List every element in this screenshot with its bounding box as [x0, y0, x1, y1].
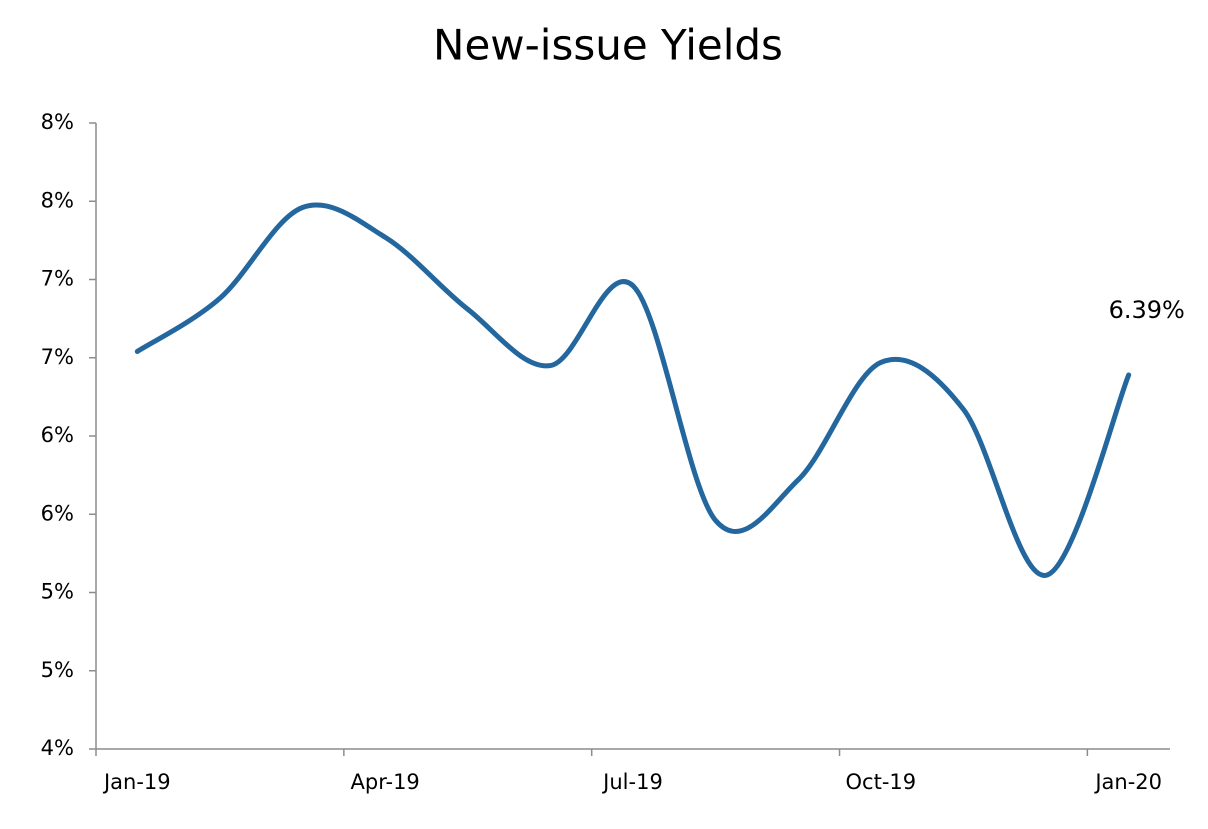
x-tick-label: Oct-19	[846, 770, 917, 794]
data-label: 6.39%	[1109, 296, 1185, 324]
chart-title: New-issue Yields	[433, 21, 783, 70]
x-tick-label: Jul-19	[601, 770, 663, 794]
x-tick-label: Jan-20	[1093, 770, 1162, 794]
x-tick-label: Apr-19	[351, 770, 420, 794]
y-tick-label: 8%	[41, 188, 74, 212]
y-tick-label: 5%	[41, 658, 74, 682]
y-tick-label: 7%	[41, 345, 74, 369]
y-tick-label: 5%	[41, 580, 74, 604]
y-tick-label: 7%	[41, 267, 74, 291]
y-tick-label: 4%	[41, 736, 74, 760]
y-tick-label: 6%	[41, 501, 74, 525]
line	[134, 202, 1132, 578]
y-tick-label: 6%	[41, 423, 74, 447]
y-tick-label: 8%	[41, 110, 74, 134]
x-tick-label: Jan-19	[102, 770, 171, 794]
